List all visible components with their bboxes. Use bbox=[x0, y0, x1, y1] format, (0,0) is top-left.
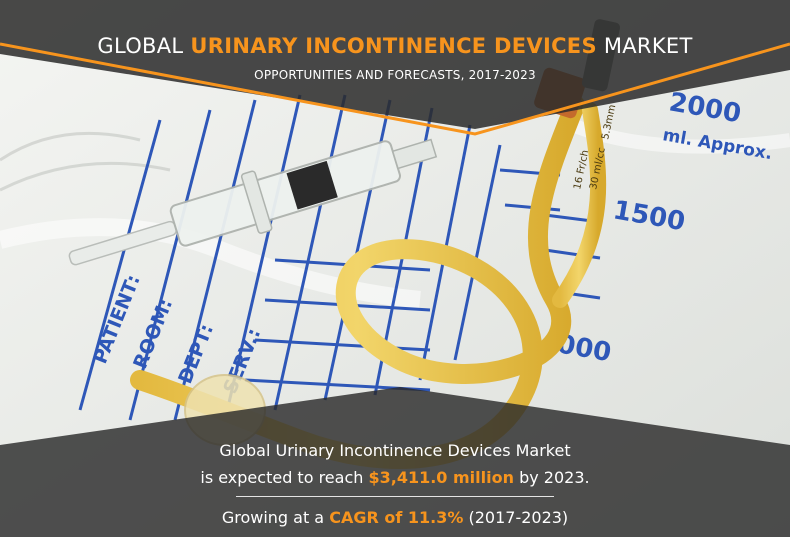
line2-suffix: by 2023. bbox=[514, 468, 590, 487]
title-suffix: MARKET bbox=[596, 34, 693, 58]
syringe-flange bbox=[240, 170, 273, 234]
syringe bbox=[68, 138, 438, 266]
market-value: $3,411.0 million bbox=[368, 468, 514, 487]
title-highlight: URINARY INCONTINENCE DEVICES bbox=[190, 34, 597, 58]
line3-prefix: Growing at a bbox=[221, 508, 330, 527]
syringe-tip bbox=[391, 138, 438, 170]
bag-fold-highlight bbox=[557, 113, 790, 154]
header-text: GLOBAL URINARY INCONTINENCE DEVICES MARK… bbox=[0, 34, 790, 82]
market-statement-line2: is expected to reach $3,411.0 million by… bbox=[0, 468, 790, 487]
page-title: GLOBAL URINARY INCONTINENCE DEVICES MARK… bbox=[0, 34, 790, 58]
line2-prefix: is expected to reach bbox=[200, 468, 369, 487]
footer-divider bbox=[236, 496, 554, 497]
line3-suffix: (2017-2023) bbox=[463, 508, 569, 527]
catheter-inflation-arm bbox=[552, 102, 607, 308]
cagr-value: CAGR of 11.3% bbox=[329, 508, 464, 527]
header-overlay bbox=[0, 0, 790, 129]
page-subtitle: OPPORTUNITIES AND FORECASTS, 2017-2023 bbox=[254, 68, 536, 82]
tubing bbox=[0, 131, 141, 162]
growth-statement: Growing at a CAGR of 11.3% (2017-2023) bbox=[0, 508, 790, 527]
syringe-stopper bbox=[286, 160, 338, 210]
market-statement-line1: Global Urinary Incontinence Devices Mark… bbox=[219, 441, 571, 460]
title-prefix: GLOBAL bbox=[97, 34, 191, 58]
header-accent-line bbox=[0, 42, 790, 136]
footer-overlay bbox=[0, 387, 790, 537]
